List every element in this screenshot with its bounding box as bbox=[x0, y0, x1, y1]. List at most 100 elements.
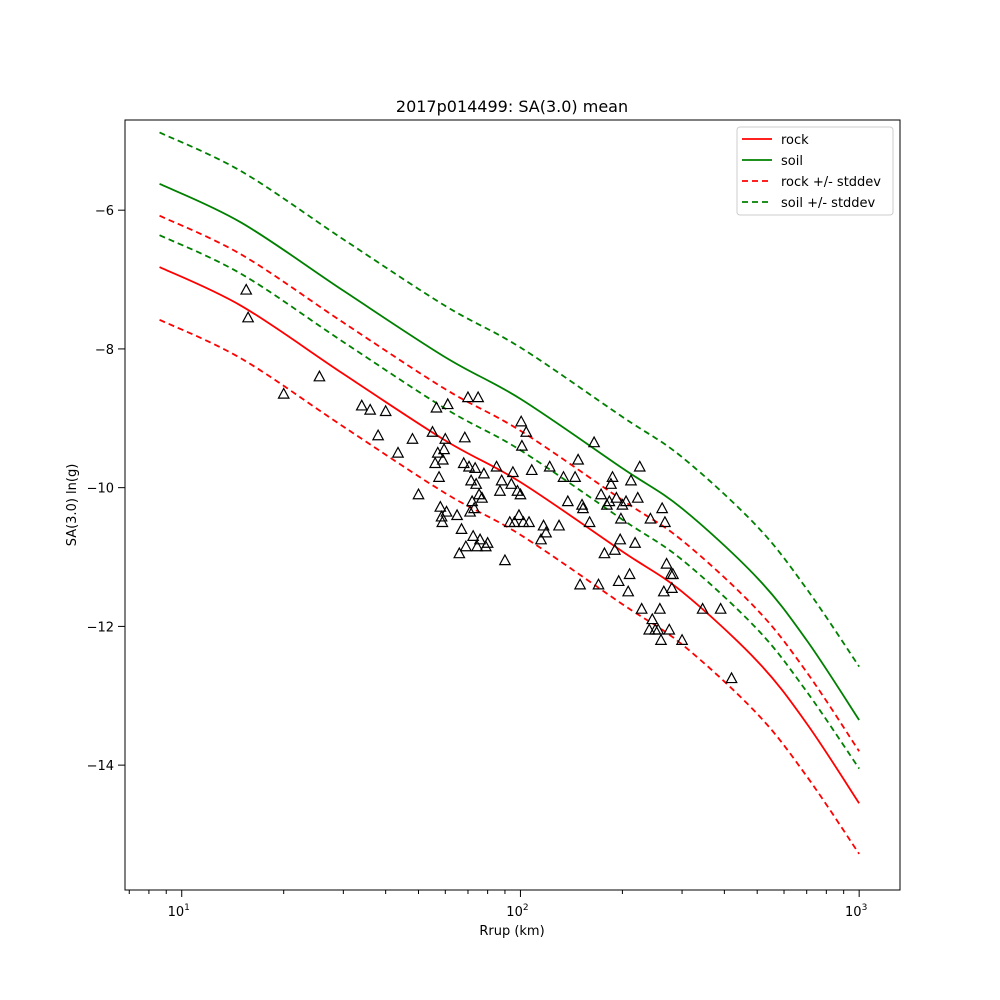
legend-label: rock +/- stddev bbox=[781, 175, 881, 190]
y-tick-label: −10 bbox=[87, 482, 114, 497]
data-point bbox=[666, 567, 680, 580]
data-point bbox=[514, 487, 527, 500]
data-point bbox=[534, 532, 548, 545]
series-line-soil-stddev bbox=[159, 131, 860, 668]
x-tick-label: 103 bbox=[845, 903, 867, 920]
data-point bbox=[426, 425, 439, 437]
data-point bbox=[613, 532, 627, 545]
plot-frame bbox=[124, 119, 901, 891]
data-point bbox=[594, 487, 608, 500]
data-point bbox=[437, 442, 451, 455]
data-point bbox=[439, 432, 452, 444]
data-point bbox=[493, 484, 507, 496]
legend: rock soil rock +/- stddev soil +/- stddev bbox=[736, 126, 894, 216]
data-point bbox=[654, 633, 668, 645]
data-point bbox=[658, 515, 672, 528]
x-axis-label: Rrup (km) bbox=[479, 924, 544, 939]
data-point bbox=[498, 553, 512, 566]
series-line-rock bbox=[159, 266, 860, 804]
y-tick-label: −12 bbox=[87, 620, 114, 635]
data-point bbox=[568, 470, 582, 482]
data-point bbox=[241, 310, 255, 323]
data-point bbox=[646, 612, 659, 625]
data-point bbox=[431, 446, 444, 458]
data-point bbox=[465, 494, 479, 507]
data-point bbox=[561, 494, 575, 507]
data-point bbox=[464, 473, 478, 486]
series-line-stddev-5 bbox=[159, 234, 860, 770]
data-point bbox=[406, 432, 419, 444]
data-point bbox=[612, 574, 625, 587]
data-point bbox=[469, 477, 483, 489]
data-point bbox=[457, 456, 470, 469]
data-point bbox=[463, 505, 477, 517]
data-point bbox=[663, 623, 676, 635]
y-axis-label: SA(3.0) ln(g) bbox=[65, 464, 80, 547]
data-point bbox=[576, 501, 590, 514]
data-point bbox=[714, 602, 727, 614]
y-tick-label: −14 bbox=[87, 759, 114, 774]
data-point bbox=[592, 578, 605, 590]
data-point bbox=[552, 519, 566, 531]
x-tick-label: 102 bbox=[506, 903, 528, 920]
data-point bbox=[430, 401, 443, 413]
data-point bbox=[371, 428, 385, 441]
data-point bbox=[583, 515, 596, 528]
data-point bbox=[514, 414, 528, 427]
data-point bbox=[624, 473, 638, 486]
data-point bbox=[313, 369, 326, 382]
data-point bbox=[458, 430, 472, 443]
data-point bbox=[450, 508, 464, 521]
data-point bbox=[675, 633, 689, 645]
data-point bbox=[644, 512, 657, 524]
data-point bbox=[466, 529, 480, 541]
data-point bbox=[505, 477, 518, 489]
data-point bbox=[363, 403, 377, 415]
data-point bbox=[537, 519, 550, 531]
data-point bbox=[490, 460, 503, 472]
data-point bbox=[506, 465, 520, 478]
data-point bbox=[462, 460, 476, 472]
data-point bbox=[608, 543, 622, 555]
data-point bbox=[621, 584, 635, 597]
data-point bbox=[471, 390, 485, 403]
data-point bbox=[660, 557, 673, 569]
x-tick-label: 101 bbox=[168, 903, 190, 920]
data-point bbox=[459, 539, 473, 552]
data-point bbox=[455, 522, 468, 535]
data-point bbox=[412, 487, 425, 500]
series-line-soil bbox=[159, 183, 860, 721]
data-point bbox=[557, 470, 570, 482]
legend-label: soil +/- stddev bbox=[781, 196, 876, 211]
data-point bbox=[598, 546, 611, 559]
data-point bbox=[651, 623, 665, 635]
data-point bbox=[481, 536, 494, 548]
data-point bbox=[633, 460, 646, 472]
data-point bbox=[495, 473, 508, 486]
data-point bbox=[587, 435, 601, 448]
data-point bbox=[441, 397, 454, 410]
data-point bbox=[467, 501, 481, 514]
data-point bbox=[461, 390, 475, 403]
data-point bbox=[655, 501, 669, 514]
data-point bbox=[614, 512, 628, 524]
x-axis: 101 102 103 bbox=[128, 890, 867, 920]
data-point bbox=[522, 515, 536, 528]
data-point bbox=[642, 623, 656, 635]
data-point bbox=[604, 477, 618, 489]
data-point bbox=[616, 498, 629, 510]
data-point bbox=[619, 494, 633, 507]
data-point bbox=[473, 532, 487, 545]
y-tick-label: −8 bbox=[95, 343, 114, 358]
data-point bbox=[696, 602, 709, 614]
data-point bbox=[508, 515, 521, 528]
data-point bbox=[355, 399, 368, 411]
chart-title: 2017p014499: SA(3.0) mean bbox=[396, 97, 628, 116]
data-point bbox=[665, 581, 679, 593]
data-point bbox=[379, 404, 392, 417]
legend-label: rock bbox=[781, 133, 809, 148]
series-line-stddev-3 bbox=[159, 318, 860, 855]
data-point bbox=[628, 536, 642, 548]
